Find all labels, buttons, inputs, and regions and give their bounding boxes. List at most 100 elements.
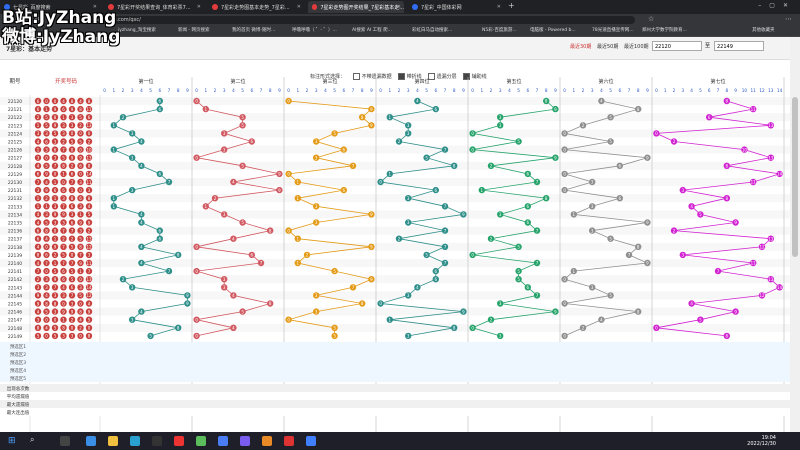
tab-close-icon[interactable]: ✕ — [92, 4, 97, 10]
browser-tab[interactable]: 七星彩_百度搜索 ✕ — [0, 1, 100, 13]
trend-point — [184, 300, 191, 307]
draw-ball-number: 9 — [79, 220, 82, 225]
taskview-icon[interactable] — [60, 436, 70, 446]
issue-number: 22132 — [8, 196, 22, 202]
bookmark-item[interactable]: N5彩-百度旅游... — [482, 28, 517, 33]
browser-tab[interactable]: 7星彩走势图开奖结果_7星彩基本走... ✕ — [308, 1, 404, 13]
issue-number: 22142 — [8, 277, 22, 283]
app-icon-red[interactable] — [174, 436, 184, 446]
store-app-icon[interactable] — [152, 436, 162, 446]
app-icon-chrome[interactable] — [306, 436, 316, 446]
bookmark-item[interactable]: AI搜索 AI 工程 爬... — [352, 28, 392, 33]
range-to-input[interactable]: 22149 — [714, 41, 764, 51]
draw-ball-number: 6 — [62, 188, 65, 193]
table-row — [0, 315, 790, 324]
trend-point — [138, 259, 145, 267]
window-controls[interactable]: –▢✕ — [758, 2, 796, 9]
issue-number: 22141 — [8, 269, 22, 275]
edge-browser-icon[interactable] — [86, 436, 96, 446]
tab-title: 七星彩_百度搜索 — [13, 4, 51, 11]
tab-close-icon[interactable]: ✕ — [396, 4, 401, 10]
trend-point — [644, 154, 651, 161]
scrollbar-thumb[interactable] — [792, 97, 798, 257]
tab-title: 7星彩走势图基本走势_7星彩... — [221, 4, 290, 11]
draw-ball-number: 13 — [86, 123, 92, 128]
draw-ball — [34, 114, 42, 121]
search-icon[interactable]: ⌕ — [30, 435, 35, 444]
draw-ball — [60, 219, 67, 226]
trend-point — [303, 251, 311, 259]
trend-point — [129, 284, 136, 291]
draw-ball — [68, 105, 76, 113]
bookmark-item[interactable]: 彩虹白马自动搜索... — [412, 28, 453, 33]
draw-ball — [85, 276, 93, 283]
draw-ball-number: 7 — [71, 180, 74, 185]
recent-30-button[interactable]: 最近30期 — [570, 44, 592, 50]
trend-point-label: 9 — [186, 293, 189, 298]
menu-icon[interactable]: ⋯ — [785, 15, 792, 23]
browser-tab[interactable]: 7星彩开奖结果查询_体育彩票7... ✕ — [104, 1, 204, 13]
system-clock[interactable]: 19:04 2022/12/30 — [747, 435, 776, 447]
recent-50-button[interactable]: 最近50期 — [597, 44, 619, 50]
bookmark-item[interactable]: 其他收藏夹 — [752, 28, 775, 33]
home-icon[interactable]: ⌂ — [50, 15, 55, 23]
draw-ball — [43, 284, 50, 291]
bookmark-item[interactable]: 我的首页 微博-随时... — [232, 28, 276, 33]
bookmark-item[interactable]: 新闻 - 网页搜索 — [178, 28, 210, 33]
bookmark-item[interactable]: 呼噜呼噜（ ゜- ゜）... — [292, 28, 337, 33]
bookmark-item[interactable]: 78光速直播宣传网... — [592, 28, 634, 33]
page-scrollbar[interactable] — [790, 37, 800, 432]
forward-icon[interactable]: → — [20, 15, 26, 23]
draw-ball-number: 9 — [37, 293, 40, 298]
trend-point-label: 5 — [609, 139, 612, 144]
star-icon[interactable]: ☆ — [648, 15, 655, 23]
table-row — [0, 267, 790, 276]
tab-close-icon[interactable]: ✕ — [496, 4, 501, 10]
draw-ball — [51, 130, 59, 137]
option-checkbox[interactable] — [397, 73, 405, 80]
browser-tab[interactable]: 7星彩_中国体彩网 ✕ — [408, 1, 504, 13]
option-checkbox[interactable] — [352, 73, 360, 80]
draw-ball-number: 4 — [79, 318, 82, 323]
trend-point — [767, 235, 774, 242]
position-header: 第一位 — [138, 78, 153, 85]
app-icon-purple[interactable] — [240, 436, 250, 446]
bookmark-item[interactable]: 电脑版 - Powered b... — [530, 28, 576, 33]
issue-number: 22126 — [8, 148, 22, 154]
windows-start-icon[interactable]: ⊞ — [8, 436, 16, 446]
mail-app-icon[interactable] — [130, 436, 140, 446]
trend-point — [156, 235, 163, 242]
trend-point — [451, 162, 458, 169]
new-tab-button[interactable]: + — [508, 1, 515, 10]
trend-point-label: 11 — [751, 180, 757, 185]
app-icon-recorder[interactable] — [284, 436, 294, 446]
recent-100-button[interactable]: 最近100期 — [624, 44, 649, 50]
trend-point — [138, 138, 145, 145]
column-index: 3 — [681, 88, 684, 93]
app-icon-blue[interactable] — [218, 436, 228, 446]
file-explorer-icon[interactable] — [108, 436, 118, 446]
tab-close-icon[interactable]: ✕ — [296, 4, 301, 10]
app-icon-green[interactable] — [196, 436, 206, 446]
table-row — [0, 234, 790, 243]
browser-tab[interactable]: 7星彩走势图基本走势_7星彩... ✕ — [208, 1, 304, 13]
url-field[interactable]: datachart.500.com/qxc/ — [75, 16, 635, 24]
draw-ball-number: 0 — [45, 245, 48, 250]
draw-ball — [34, 195, 42, 202]
trend-point-label: 0 — [287, 172, 290, 177]
trend-point — [561, 300, 568, 307]
range-from-input[interactable]: 22120 — [652, 41, 702, 51]
tab-close-icon[interactable]: ✕ — [196, 4, 201, 10]
draw-ball-number: 3 — [45, 285, 48, 290]
draw-ball-number: 4 — [37, 261, 40, 266]
option-checkbox[interactable] — [427, 73, 435, 80]
stat-row-label: 出现总次数 — [7, 385, 30, 392]
bookmark-item[interactable]: jyzhang_淘宝搜索 — [118, 28, 156, 33]
reload-icon[interactable]: ↻ — [34, 15, 40, 23]
draw-ball-number: 3 — [62, 123, 65, 128]
trend-point-label: 1 — [205, 107, 208, 112]
bookmark-item[interactable]: 郑州大学数学院教育... — [642, 28, 687, 33]
back-icon[interactable]: ← — [6, 15, 12, 23]
app-icon-orange[interactable] — [262, 436, 272, 446]
option-checkbox[interactable] — [462, 73, 470, 80]
